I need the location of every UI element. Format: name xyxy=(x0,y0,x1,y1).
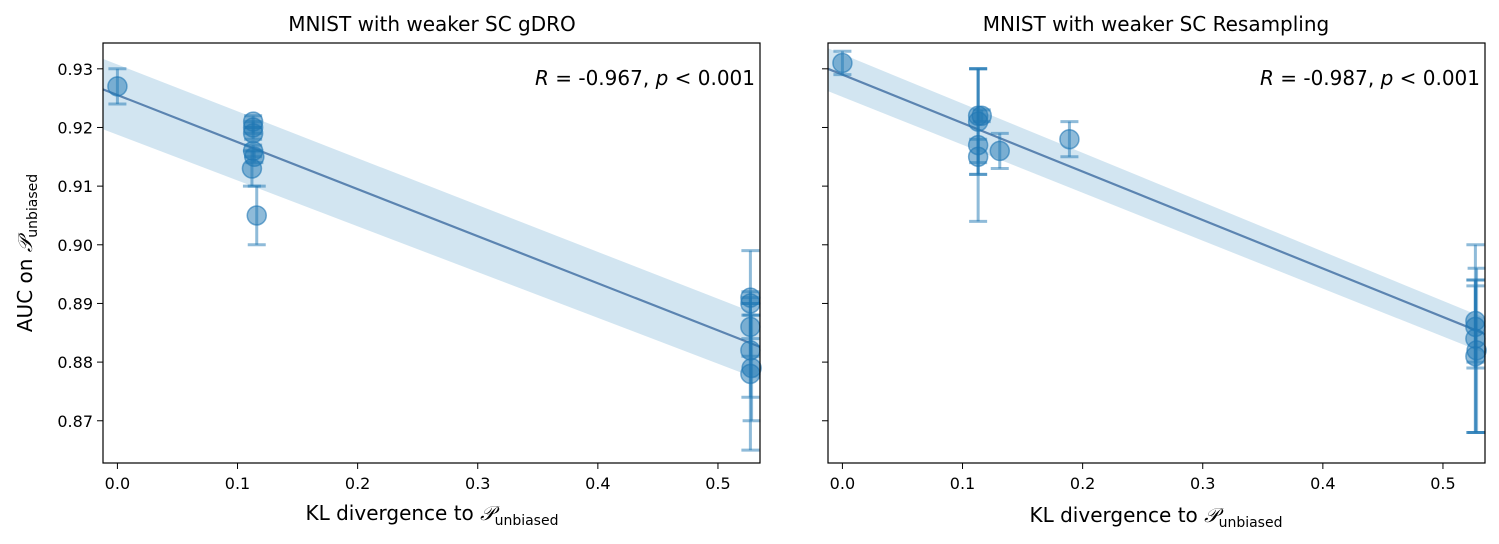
right-data-point xyxy=(1059,128,1080,150)
left-y-tick-label: 0.92 xyxy=(57,118,93,137)
right-axes-frame xyxy=(827,42,1486,464)
right-x-tick-label: 0.2 xyxy=(1070,474,1095,493)
right-x-ticks: 0.0 0.1 0.2 0.3 0.4 0.5 xyxy=(830,463,1456,493)
right-x-tick-label: 0.0 xyxy=(830,474,855,493)
left-data-point xyxy=(241,158,263,179)
right-x-tick-label: 0.4 xyxy=(1310,474,1335,493)
left-data-point xyxy=(740,340,761,361)
right-correlation-annotation: R = -0.987, p < 0.001 xyxy=(1260,66,1480,90)
left-data-point xyxy=(740,316,761,338)
left-x-tick-label: 0.0 xyxy=(105,474,130,493)
left-data-point xyxy=(740,363,761,385)
left-x-tick-label: 0.2 xyxy=(345,474,370,493)
left-y-tick-label: 0.88 xyxy=(57,353,93,372)
right-panel: MNIST with weaker SC Resampling 0.0 0.1 0.… xyxy=(822,12,1487,531)
left-x-ticks: 0.0 0.1 0.2 0.3 0.4 0.5 xyxy=(105,463,731,493)
left-y-ticks: 0.87 0.88 0.89 0.90 0.91 0.92 0.93 xyxy=(57,60,103,431)
right-fit-line xyxy=(827,67,1486,335)
right-data-point xyxy=(1465,345,1486,367)
right-data-point xyxy=(967,146,989,168)
right-x-tick-label: 0.1 xyxy=(950,474,975,493)
left-x-axis-label: KL divergence to 𝒫unbiased xyxy=(306,501,559,529)
left-fit-line xyxy=(102,88,761,348)
left-x-tick-label: 0.4 xyxy=(585,474,610,493)
left-data-point xyxy=(246,205,267,226)
right-data-point xyxy=(989,140,1011,162)
right-fit-line-layer xyxy=(827,67,1486,335)
left-y-tick-label: 0.93 xyxy=(57,60,93,79)
left-x-tick-label: 0.3 xyxy=(465,474,490,493)
right-x-tick-label: 0.5 xyxy=(1430,474,1455,493)
left-data-point xyxy=(740,293,761,314)
left-panel-title: MNIST with weaker SC gDRO xyxy=(288,12,576,36)
y-axis-label: AUC on 𝒫unbiased xyxy=(13,174,41,332)
left-y-tick-label: 0.91 xyxy=(57,177,93,196)
left-data-point xyxy=(242,123,264,144)
left-x-tick-label: 0.1 xyxy=(225,474,250,493)
right-data-point xyxy=(971,105,992,126)
left-correlation-annotation: R = -0.967, p < 0.001 xyxy=(535,66,755,90)
left-points-layer xyxy=(107,76,762,385)
right-data-point xyxy=(832,52,853,74)
left-panel: MNIST with weaker SC gDRO 0.0 0.1 0.2 0.3 0.… xyxy=(13,12,762,529)
left-axes-frame xyxy=(102,42,761,464)
left-y-tick-label: 0.87 xyxy=(57,412,93,431)
left-y-tick-label: 0.89 xyxy=(57,294,93,313)
right-panel-title: MNIST with weaker SC Resampling xyxy=(983,12,1330,36)
left-data-point xyxy=(107,76,128,97)
left-x-tick-label: 0.5 xyxy=(705,474,730,493)
left-y-tick-label: 0.90 xyxy=(57,236,93,255)
right-y-ticks xyxy=(822,68,828,422)
left-fit-line-layer xyxy=(102,88,761,348)
right-x-axis-label: KL divergence to 𝒫unbiased xyxy=(1030,503,1283,531)
right-x-tick-label: 0.3 xyxy=(1190,474,1215,493)
